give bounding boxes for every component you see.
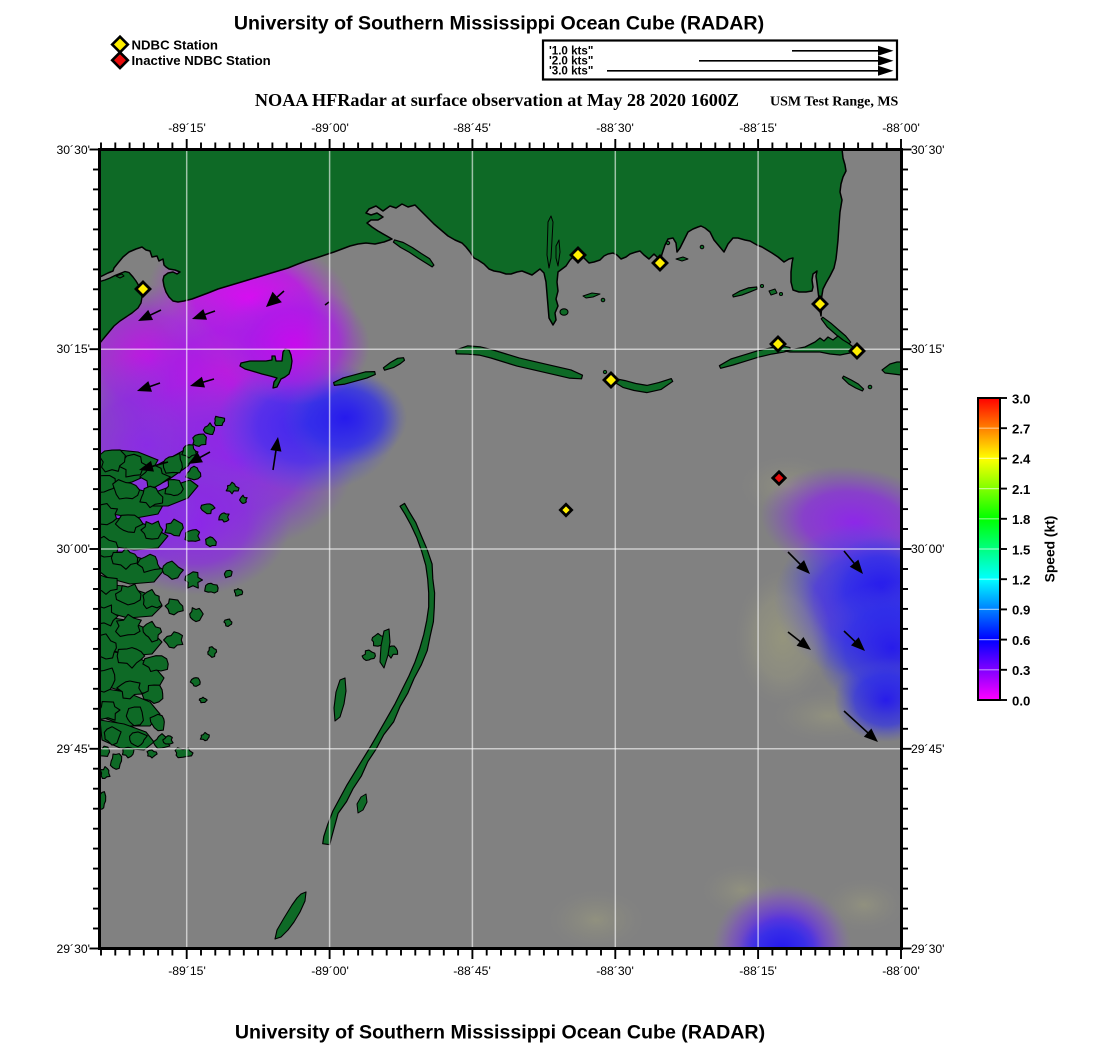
svg-text:1.2: 1.2 [1012, 573, 1030, 588]
svg-text:'1.0 kts": '1.0 kts" [549, 45, 593, 58]
svg-text:30´00': 30´00' [911, 542, 945, 556]
svg-text:2.4: 2.4 [1012, 452, 1031, 467]
svg-text:USM Test Range, MS: USM Test Range, MS [770, 95, 899, 110]
svg-text:0.0: 0.0 [1012, 693, 1030, 708]
svg-text:-88´45': -88´45' [453, 121, 491, 135]
svg-text:29´30': 29´30' [911, 942, 945, 956]
svg-text:-88´00': -88´00' [882, 121, 920, 135]
svg-text:1.5: 1.5 [1012, 542, 1030, 557]
svg-text:-88´00': -88´00' [882, 964, 920, 978]
svg-text:-89´00': -89´00' [311, 121, 349, 135]
svg-text:29´45': 29´45' [57, 742, 91, 756]
svg-text:1.8: 1.8 [1012, 512, 1030, 527]
svg-text:-88´15': -88´15' [739, 964, 777, 978]
svg-text:30´00': 30´00' [57, 542, 91, 556]
svg-text:3.0: 3.0 [1012, 391, 1030, 406]
svg-text:Speed (kt): Speed (kt) [1043, 516, 1058, 583]
svg-text:Inactive NDBC Station: Inactive NDBC Station [132, 53, 271, 68]
svg-text:0.9: 0.9 [1012, 603, 1030, 618]
svg-text:-89´15': -89´15' [168, 964, 206, 978]
svg-text:NOAA HFRadar at surface observ: NOAA HFRadar at surface observation at M… [255, 90, 739, 110]
svg-text:0.3: 0.3 [1012, 663, 1030, 678]
svg-text:'2.0 kts": '2.0 kts" [549, 55, 593, 68]
svg-text:University of Southern Mississ: University of Southern Mississippi Ocean… [234, 13, 764, 35]
svg-text:29´45': 29´45' [911, 742, 945, 756]
svg-text:-88´30': -88´30' [596, 964, 634, 978]
svg-text:-88´15': -88´15' [739, 121, 777, 135]
svg-text:29´30': 29´30' [57, 942, 91, 956]
svg-text:-89´15': -89´15' [168, 121, 206, 135]
svg-text:'3.0 kts": '3.0 kts" [549, 65, 593, 78]
svg-text:0.6: 0.6 [1012, 633, 1030, 648]
svg-text:University of Southern Mississ: University of Southern Mississippi Ocean… [235, 1022, 765, 1044]
svg-text:30´30': 30´30' [57, 143, 91, 157]
svg-text:2.1: 2.1 [1012, 482, 1030, 497]
svg-text:-88´45': -88´45' [453, 964, 491, 978]
svg-text:-88´30': -88´30' [596, 121, 634, 135]
svg-text:30´15': 30´15' [57, 342, 91, 356]
svg-text:30´30': 30´30' [911, 143, 945, 157]
svg-text:-89´00': -89´00' [311, 964, 349, 978]
svg-text:2.7: 2.7 [1012, 422, 1030, 437]
svg-text:NDBC Station: NDBC Station [132, 37, 218, 52]
svg-text:30´15': 30´15' [911, 342, 945, 356]
